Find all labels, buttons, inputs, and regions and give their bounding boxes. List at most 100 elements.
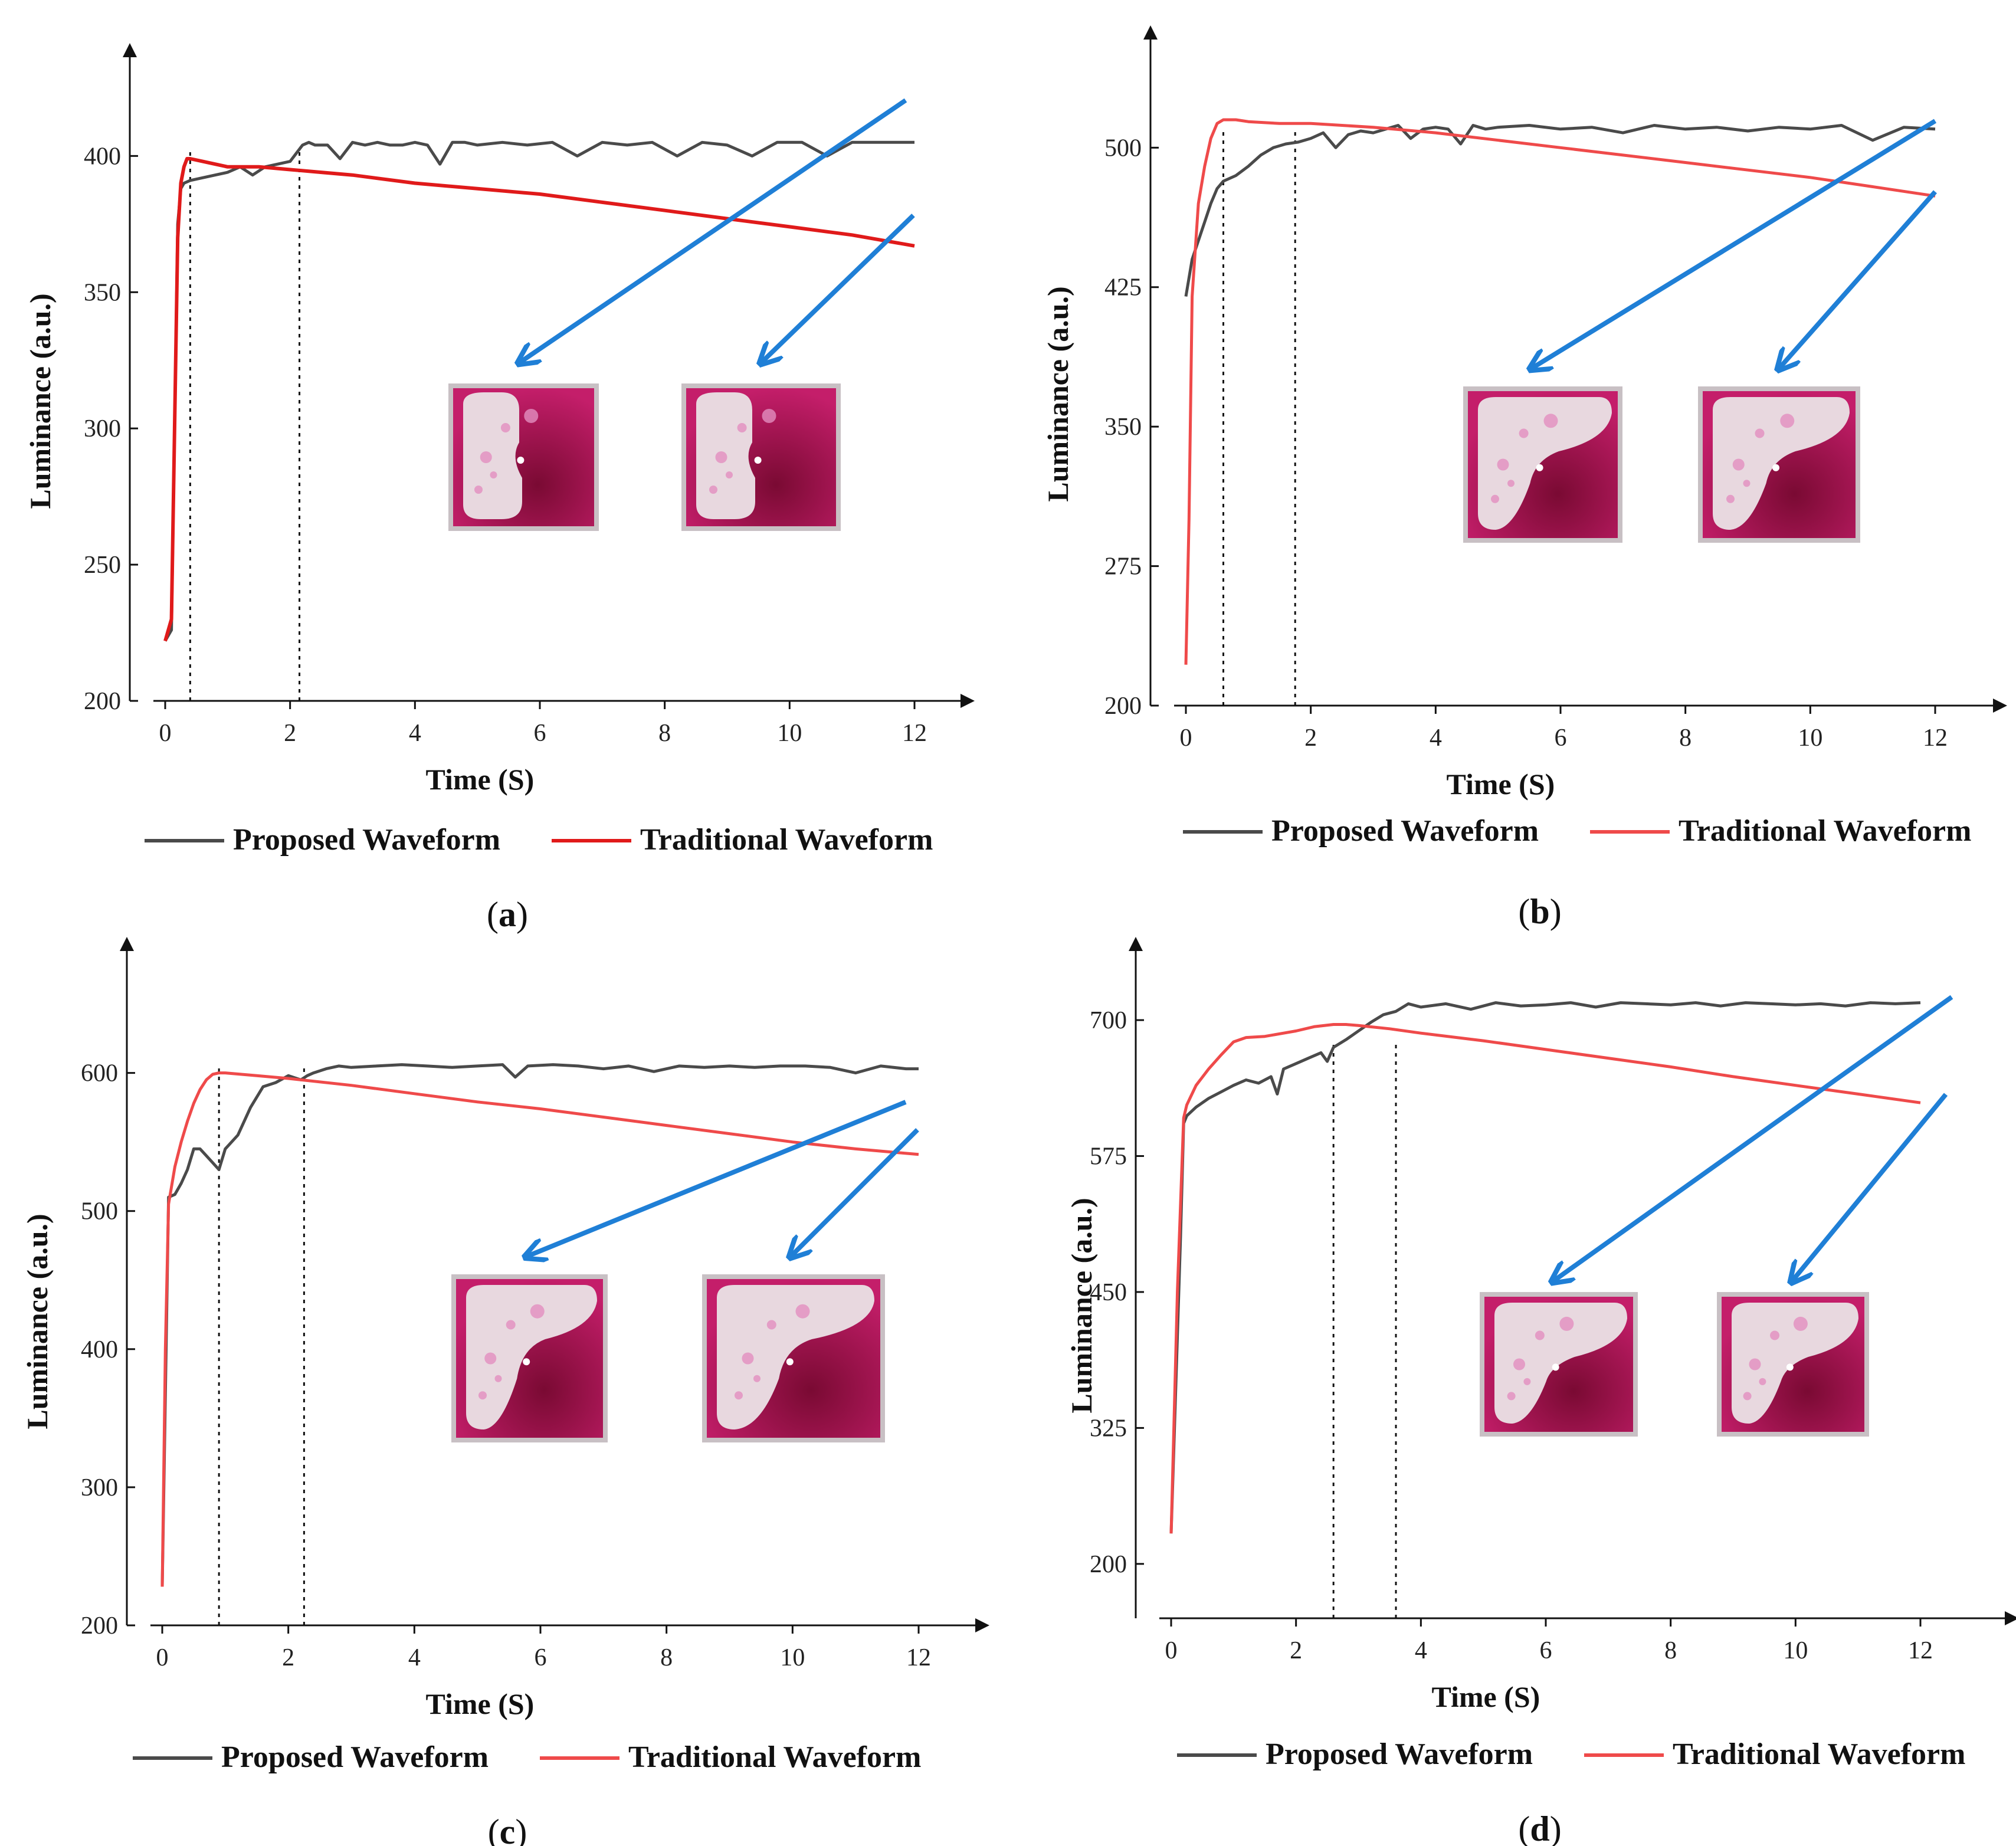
inset-bubble (1519, 428, 1529, 438)
y-axis-label: Luminance (a.u.) (21, 1214, 54, 1429)
inset-bubble (506, 1320, 516, 1330)
segmented-display-frame-traditional (681, 383, 841, 531)
legend-label-proposed: Proposed Waveform (1266, 1737, 1533, 1771)
y-tick-label: 300 (81, 1474, 118, 1501)
inset-bubble (1726, 494, 1735, 503)
panel-c: 0 2 4 6 8 10 12 200 300 400 500 600 Time (S) Luminanc… (21, 937, 989, 1846)
x-tick-label: 0 (1165, 1637, 1178, 1664)
series-line-traditional (1169, 1023, 1921, 1534)
series-line-proposed (163, 140, 914, 642)
inset-white-region (1713, 397, 1850, 530)
panel-caption: (a) (487, 895, 528, 934)
inset-bubble (490, 471, 497, 478)
pointer-arrow (1531, 119, 1937, 369)
x-tick-label: 12 (1923, 724, 1948, 752)
segmented-display-frame-proposed (448, 383, 599, 531)
inset-bubble (1535, 1330, 1545, 1340)
inset-bubble (1507, 480, 1515, 487)
series-line-proposed (1184, 124, 1936, 297)
inset-white-region (1478, 397, 1612, 530)
inset-dot (754, 457, 762, 464)
x-tick-label: 6 (1540, 1637, 1552, 1664)
inset-dot (523, 1358, 530, 1366)
segmented-display-frame-proposed (1463, 386, 1622, 543)
x-tick-label: 0 (1180, 724, 1192, 752)
series-line-proposed (160, 1063, 919, 1587)
inset-bubble (1780, 414, 1795, 428)
inset-bubble (478, 1391, 487, 1400)
y-tick-label: 575 (1090, 1143, 1127, 1170)
x-tick-label: 0 (159, 720, 172, 747)
inset-bubble (1497, 458, 1509, 471)
x-tick-label: 4 (409, 720, 421, 747)
y-tick-label: 300 (84, 415, 121, 442)
x-axis-label: Time (S) (426, 1687, 535, 1720)
panel-caption: (b) (1518, 892, 1561, 931)
legend: Proposed Waveform Traditional Waveform (1177, 1737, 1965, 1771)
inset-bubble (1559, 1316, 1574, 1331)
x-tick-label: 8 (1664, 1637, 1677, 1664)
inset-bubble (474, 486, 483, 494)
x-tick-label: 6 (535, 1644, 547, 1671)
pointer-arrow (1553, 995, 1953, 1281)
y-tick-label: 450 (1090, 1279, 1127, 1306)
inset-bubble (735, 1391, 743, 1400)
x-tick-label: 10 (780, 1644, 805, 1671)
panel-d: 0 2 4 6 8 10 12 200 325 450 575 700 Time (S) Luminanc… (1065, 937, 2016, 1846)
inset-bubble (1743, 480, 1751, 487)
x-tick-label: 12 (906, 1644, 931, 1671)
inset-bubble (1755, 428, 1765, 438)
inset-bubble (766, 1320, 776, 1330)
series-line-traditional (1184, 118, 1936, 665)
pointer-arrow (1779, 190, 1937, 369)
inset-bubble (1793, 1316, 1808, 1331)
inset-bubble (530, 1304, 545, 1319)
y-axis-label: Luminance (a.u.) (1065, 1198, 1098, 1413)
y-tick-label: 250 (84, 552, 121, 579)
inset-bubble (753, 1375, 760, 1382)
y-axis-label: Luminance (a.u.) (24, 293, 57, 509)
inset-bubble (484, 1352, 497, 1365)
legend-label-traditional: Traditional Waveform (1673, 1737, 1965, 1771)
inset-white-region (466, 1285, 597, 1429)
x-tick-label: 8 (660, 1644, 673, 1671)
x-axis-label: Time (S) (1447, 768, 1555, 801)
inset-dot (1552, 1363, 1559, 1371)
inset-bubble (1543, 414, 1558, 428)
y-tick-label: 500 (1104, 135, 1142, 162)
inset-bubble (1759, 1378, 1766, 1385)
y-tick-label: 275 (1104, 553, 1142, 581)
inset-white-region (717, 1285, 874, 1429)
series-line-proposed (1169, 1001, 1921, 1534)
x-tick-label: 8 (658, 720, 671, 747)
y-tick-label: 350 (1104, 414, 1142, 441)
inset-bubble (737, 423, 747, 432)
y-tick-label: 400 (81, 1336, 118, 1363)
panel-caption: (d) (1518, 1809, 1561, 1846)
segmented-display-frame-traditional (702, 1274, 885, 1442)
pointer-arrow (526, 1100, 907, 1257)
series-line-traditional (160, 1071, 919, 1587)
inset-bubble (762, 409, 776, 423)
x-tick-label: 10 (1783, 1637, 1808, 1664)
inset-dot (1536, 464, 1543, 471)
x-tick-label: 10 (1798, 724, 1822, 752)
inset-dot (1786, 1363, 1794, 1371)
x-tick-label: 2 (284, 720, 296, 747)
segmented-display-frame-proposed (1480, 1292, 1638, 1437)
y-tick-label: 200 (1104, 693, 1142, 720)
x-tick-label: 8 (1679, 724, 1692, 752)
legend-label-traditional: Traditional Waveform (628, 1740, 921, 1774)
y-tick-label: 400 (84, 143, 121, 170)
segmented-display-frame-traditional (1717, 1292, 1869, 1437)
x-tick-label: 6 (534, 720, 546, 747)
legend: Proposed Waveform Traditional Waveform (1183, 814, 1971, 848)
panel-b: 0 2 4 6 8 10 12 200 275 350 425 500 Time (S) Luminanc… (1041, 25, 2007, 931)
x-tick-label: 4 (1415, 1637, 1427, 1664)
y-tick-label: 350 (84, 279, 121, 306)
y-axis-label: Luminance (a.u.) (1041, 286, 1074, 501)
inset-dot (786, 1358, 794, 1366)
x-tick-label: 2 (282, 1644, 294, 1671)
pointer-arrow (791, 1128, 919, 1257)
